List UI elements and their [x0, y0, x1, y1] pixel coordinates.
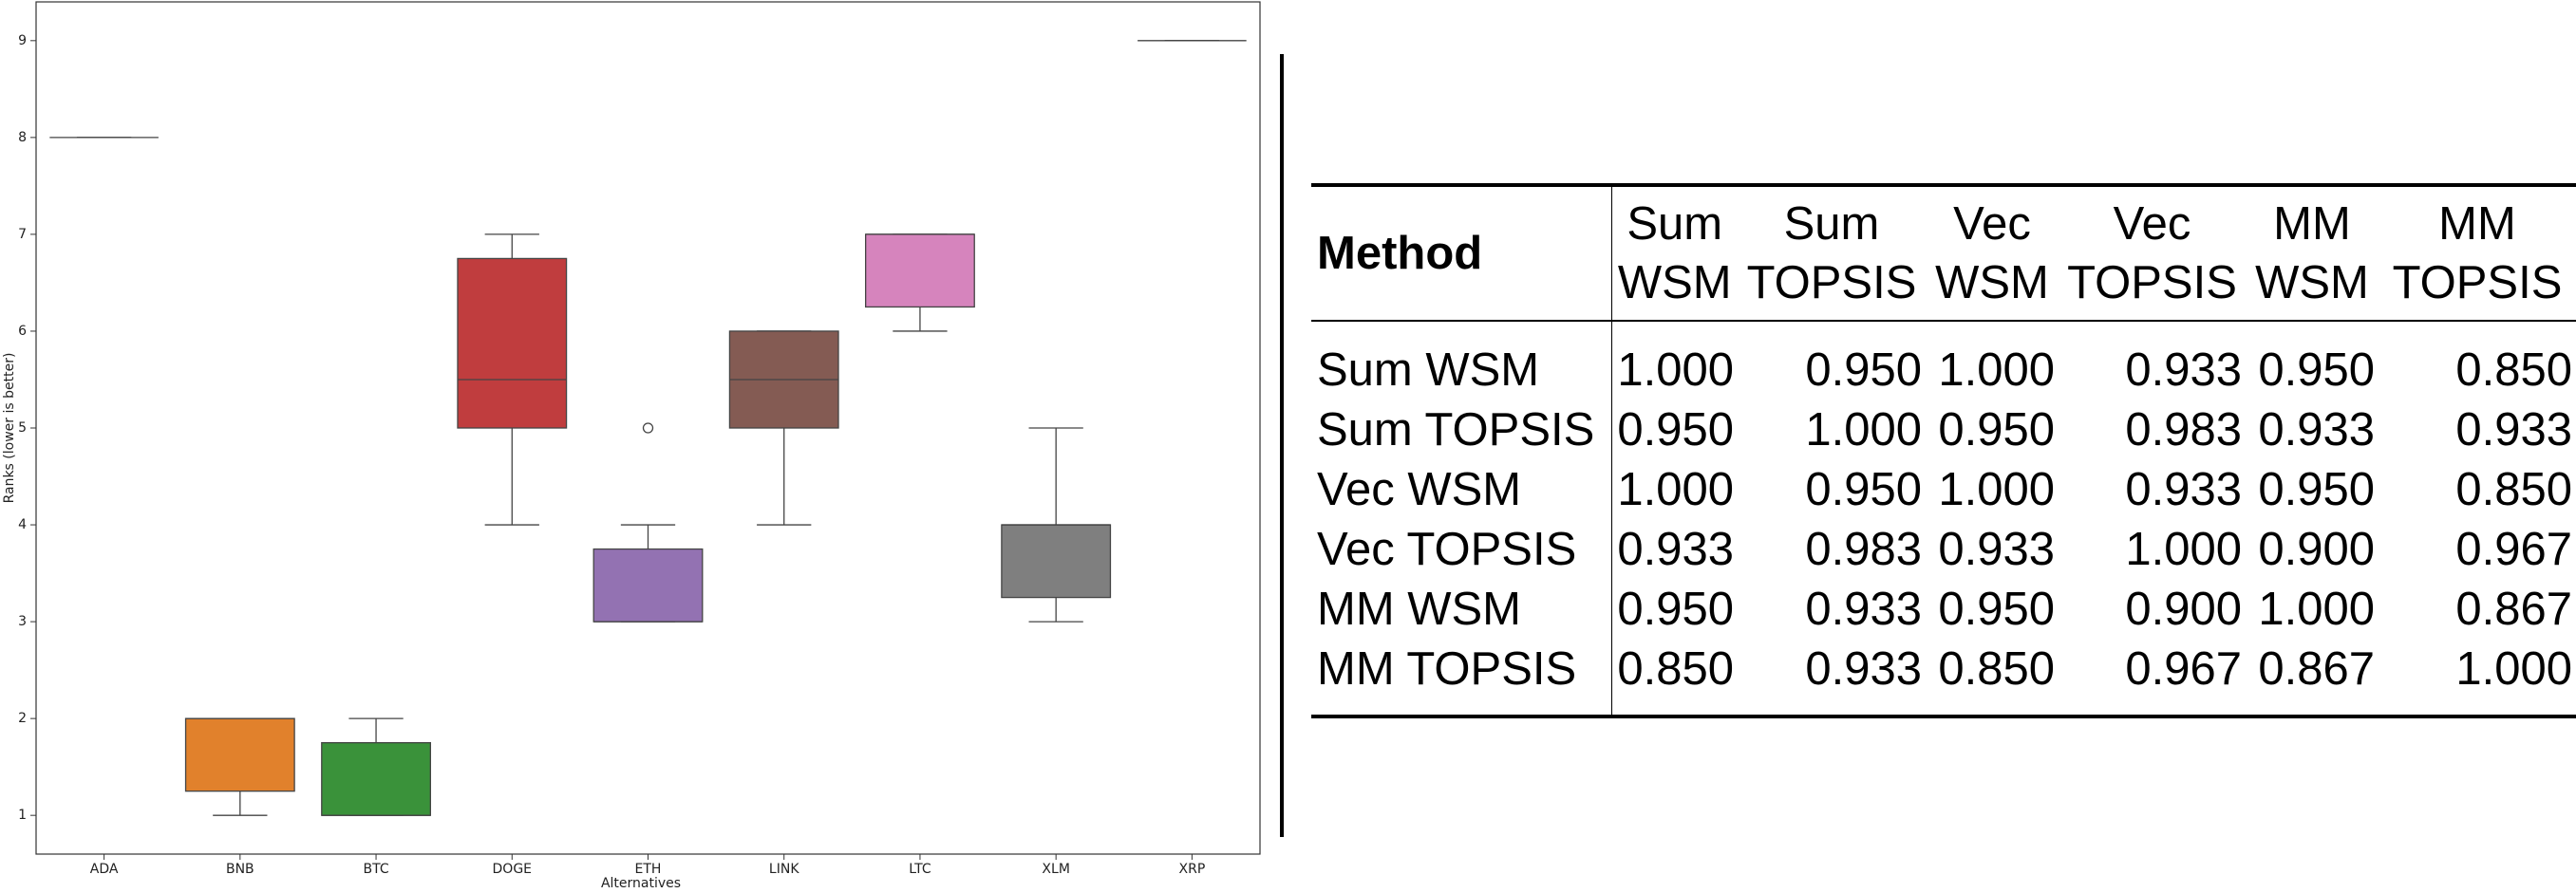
cell: 1.000 [2258, 584, 2375, 635]
table-row: MM WSM 0.950 0.933 0.950 0.900 1.000 0.867 [1311, 580, 2576, 640]
table-row: Vec WSM 1.000 0.950 1.000 0.933 0.950 0.850 [1311, 460, 2576, 520]
x-tick-label: BTC [363, 862, 388, 877]
table-row: Vec TOPSIS 0.933 0.983 0.933 1.000 0.900 0.967 [1311, 520, 2576, 580]
y-tick-label: 1 [18, 808, 27, 823]
column-header: MM WSM [2255, 198, 2369, 308]
box [865, 233, 975, 308]
x-tick-label: DOGE [493, 862, 533, 877]
row-header: MM WSM [1311, 580, 1612, 640]
x-tick-label: LINK [769, 862, 799, 877]
box [184, 717, 295, 792]
column-header: Sum WSM [1617, 198, 1732, 308]
cell: 0.933 [1805, 584, 1922, 635]
x-axis-label: Alternatives [601, 876, 681, 891]
column-header: Method [1311, 185, 1612, 321]
table-row: MM TOPSIS 0.850 0.933 0.850 0.967 0.867 1.000 [1311, 640, 2576, 716]
y-tick-label: 9 [18, 33, 27, 48]
cell: 0.950 [1805, 344, 1922, 396]
x-tick-label: LTC [909, 862, 931, 877]
cell: 0.950 [1805, 464, 1922, 515]
cell: 1.000 [1938, 464, 2055, 515]
cell: 0.950 [1938, 584, 2055, 635]
header-row: Method Sum WSM Sum TOPSIS Vec WSM Vec TOPSIS… [1311, 185, 2576, 321]
box [1001, 524, 1112, 599]
x-tick-label: BNB [226, 862, 254, 877]
cell: 1.000 [2455, 643, 2572, 695]
table-row: Sum WSM 1.000 0.950 1.000 0.933 0.950 0.850 [1311, 321, 2576, 400]
cell: 1.000 [1938, 344, 2055, 396]
cell: 0.967 [2455, 524, 2572, 575]
outlier [642, 422, 654, 434]
column-header: Sum TOPSIS [1746, 198, 1917, 308]
column-header: MM TOPSIS [2392, 198, 2563, 308]
cell: 0.850 [1938, 643, 2055, 695]
y-tick-label: 6 [18, 324, 27, 339]
cell: 0.933 [2125, 464, 2242, 515]
cell: 0.850 [2455, 464, 2572, 515]
table-container: Method Sum WSM Sum TOPSIS Vec WSM Vec TOPSIS… [1311, 183, 2576, 718]
cell: 0.850 [2455, 344, 2572, 396]
y-tick-label: 8 [18, 130, 27, 145]
row-header: Vec WSM [1311, 460, 1612, 520]
cell: 0.900 [2125, 584, 2242, 635]
cell: 1.000 [1805, 404, 1922, 456]
cell: 0.983 [1805, 524, 1922, 575]
row-header: Sum TOPSIS [1311, 400, 1612, 460]
cell: 0.950 [2258, 464, 2375, 515]
cell: 0.950 [1617, 584, 1734, 635]
box [592, 548, 704, 623]
column-header: Vec TOPSIS [2067, 198, 2237, 308]
cell: 0.850 [1617, 643, 1734, 695]
cell: 0.867 [2258, 643, 2375, 695]
row-header: Vec TOPSIS [1311, 520, 1612, 580]
cell: 0.900 [2258, 524, 2375, 575]
cell: 0.950 [2258, 344, 2375, 396]
x-tick-label: XRP [1179, 862, 1206, 877]
cell: 0.967 [2125, 643, 2242, 695]
cell: 0.950 [1617, 404, 1734, 456]
cell: 1.000 [2125, 524, 2242, 575]
cell: 0.933 [1617, 524, 1734, 575]
table-head: Method Sum WSM Sum TOPSIS Vec WSM Vec TOPSIS… [1311, 185, 2576, 321]
x-tick-label: XLM [1042, 862, 1069, 877]
cell: 0.933 [1938, 524, 2055, 575]
correlation-table: Method Sum WSM Sum TOPSIS Vec WSM Vec TOPSIS… [1311, 183, 2576, 718]
cell: 0.933 [2125, 344, 2242, 396]
cell: 1.000 [1617, 464, 1734, 515]
y-axis-label: Ranks (lower is better) [2, 353, 17, 504]
chart: Alternatives Ranks (lower is better) 1 2 3… [2, 1, 1261, 891]
y-tick-label: 4 [18, 517, 27, 532]
cell: 0.983 [2125, 404, 2242, 456]
y-tick-label: 7 [18, 227, 27, 242]
cell: 0.933 [2455, 404, 2572, 456]
cell: 0.933 [2258, 404, 2375, 456]
y-tick-label: 2 [18, 711, 27, 726]
table-row: Sum TOPSIS 0.950 1.000 0.950 0.983 0.933 0.933 [1311, 400, 2576, 460]
cell: 0.867 [2455, 584, 2572, 635]
box [457, 257, 568, 429]
column-header: Vec WSM [1935, 198, 2049, 308]
box [321, 741, 431, 816]
cell: 0.950 [1938, 404, 2055, 456]
divider [1280, 54, 1284, 837]
y-tick-label: 3 [18, 614, 27, 629]
row-header: Sum WSM [1311, 321, 1612, 400]
y-tick-label: 5 [18, 420, 27, 436]
row-header: MM TOPSIS [1311, 640, 1612, 716]
cell: 1.000 [1617, 344, 1734, 396]
cell: 0.933 [1805, 643, 1922, 695]
table-body: Sum WSM 1.000 0.950 1.000 0.933 0.950 0.850 Sum… [1311, 321, 2576, 716]
x-tick-label: ADA [90, 862, 119, 877]
x-tick-label: ETH [635, 862, 662, 877]
